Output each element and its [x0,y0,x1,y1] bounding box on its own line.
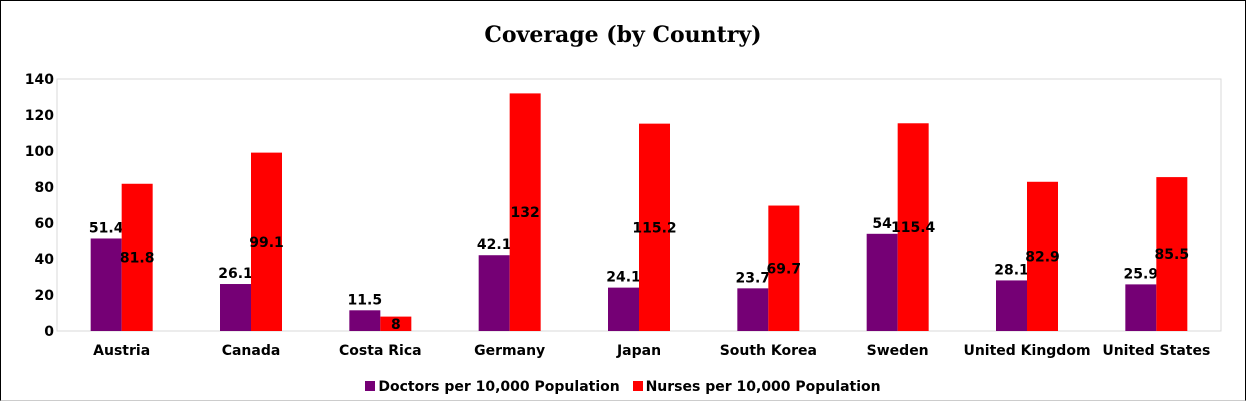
bar-nurses [1156,177,1188,331]
legend: Doctors per 10,000 Population Nurses per… [0,379,1246,395]
data-label-doctors: 26.1 [218,266,253,282]
data-label-doctors: 42.1 [477,237,512,253]
bar-nurses [897,123,929,331]
bar-nurses [121,183,153,331]
legend-swatch-doctors [365,381,376,391]
chart-title: Coverage (by Country) [484,22,762,48]
x-tick-label: United States [1102,343,1210,359]
y-tick-label: 140 [25,72,54,88]
legend-item-nurses: Nurses per 10,000 Population [632,379,881,395]
x-tick-label: Austria [93,343,150,359]
data-label-doctors: 24.1 [606,270,641,286]
data-label-doctors: 23.7 [736,270,771,286]
bar-doctors [996,280,1027,331]
data-label-nurses: 8 [391,317,401,333]
data-label-doctors: 25.9 [1124,266,1159,282]
data-label-nurses: 115.4 [891,220,936,236]
data-label-nurses: 99.1 [249,235,284,251]
x-tick-label: Costa Rica [339,343,422,359]
y-tick-label: 0 [44,324,54,340]
bar-doctors [90,238,122,331]
data-label-nurses: 69.7 [767,261,802,277]
bar-doctors [1125,284,1157,331]
bar-doctors [220,284,251,331]
bar-nurses [251,152,282,331]
bar-doctors [866,233,898,331]
bar-doctors [478,255,510,331]
y-tick-label: 60 [35,216,55,232]
x-tick-label: Germany [474,343,545,359]
bar-nurses [509,93,541,332]
x-tick-label: Sweden [867,343,929,359]
y-tick-label: 120 [25,108,54,124]
bar-doctors [349,310,381,331]
bar-doctors [608,287,639,331]
y-tick-label: 20 [35,288,55,304]
data-label-doctors: 11.5 [348,292,383,308]
legend-label-nurses: Nurses per 10,000 Population [645,379,881,395]
bar-doctors [737,288,769,331]
data-label-nurses: 82.9 [1025,249,1060,265]
data-label-nurses: 115.2 [632,220,676,236]
y-tick-label: 40 [35,252,55,268]
data-label-nurses: 132 [511,205,540,221]
data-label-doctors: 54 [872,216,892,232]
x-tick-label: Canada [222,343,281,359]
x-tick-label: South Korea [720,343,817,359]
y-tick-label: 100 [25,144,54,160]
data-label-nurses: 81.8 [120,250,155,266]
legend-label-doctors: Doctors per 10,000 Population [378,379,620,395]
bar-nurses [1027,181,1058,331]
x-tick-label: United Kingdom [963,343,1090,359]
bar-nurses [380,316,412,331]
data-label-nurses: 85.5 [1155,247,1190,263]
y-tick-label: 80 [35,180,55,196]
bar-nurses [768,205,800,331]
legend-item-doctors: Doctors per 10,000 Population [365,379,620,395]
bar-nurses [639,123,670,331]
data-label-doctors: 28.1 [994,262,1029,278]
x-tick-label: Japan [616,343,661,359]
data-label-doctors: 51.4 [89,220,124,236]
legend-swatch-nurses [632,381,643,391]
